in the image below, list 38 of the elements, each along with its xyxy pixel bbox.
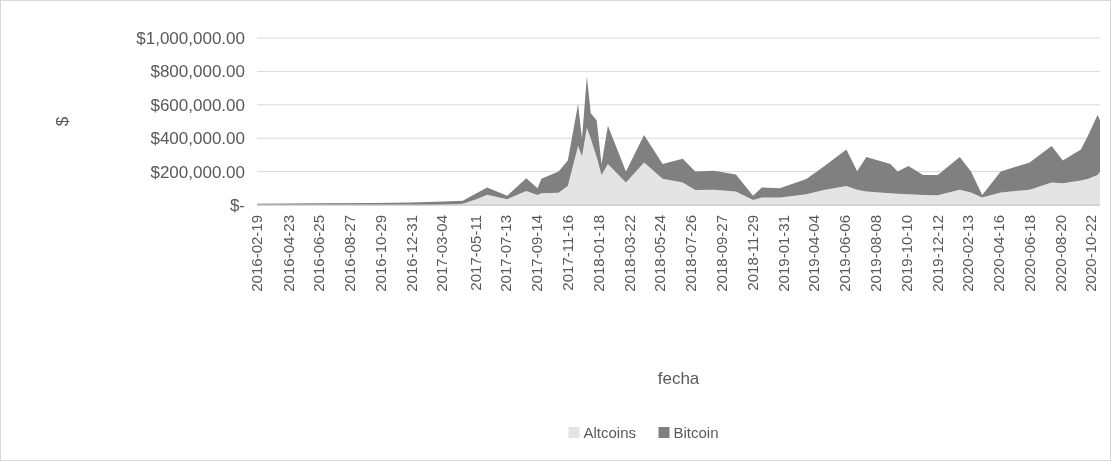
x-tick-label: 2018-11-29 (743, 215, 761, 291)
x-axis-title: fecha (657, 369, 700, 388)
x-tick-label: 2016-10-29 (371, 215, 389, 292)
x-tick-label: 2016-04-23 (279, 215, 297, 292)
x-tick-label: 2020-04-16 (990, 215, 1008, 292)
x-tick-label: 2018-01-18 (589, 215, 607, 292)
y-tick-label: $400,000.00 (150, 129, 245, 149)
x-tick-label: 2020-02-13 (959, 215, 977, 292)
x-tick-label: 2016-06-25 (310, 215, 328, 292)
x-tick-label: 2020-08-20 (1051, 215, 1069, 292)
legend-label: Bitcoin (673, 424, 719, 442)
y-tick-label: $1,000,000.00 (136, 28, 245, 48)
x-tick-label: 2018-05-24 (651, 215, 669, 292)
x-tick-label: 2020-06-18 (1020, 215, 1038, 292)
x-tick-label: 2020-10-22 (1082, 215, 1100, 292)
x-tick-label: 2019-12-12 (928, 215, 946, 292)
x-tick-label: 2016-08-27 (341, 215, 359, 292)
x-tick-label: 2017-05-11 (466, 215, 484, 291)
y-tick-label: $200,000.00 (150, 162, 245, 182)
x-tick-label: 2019-01-31 (774, 215, 792, 292)
legend-label: Altcoins (583, 424, 637, 442)
y-tick-label: $- (229, 195, 245, 215)
x-tick-label: 2019-08-08 (866, 215, 884, 292)
x-tick-label: 2018-03-22 (620, 215, 638, 292)
x-tick-label: 2018-09-27 (713, 215, 730, 292)
y-tick-label: $600,000.00 (150, 95, 245, 115)
x-tick-label: 2017-07-13 (497, 215, 515, 292)
x-tick-label: 2016-02-19 (248, 215, 266, 292)
x-tick-label: 2016-12-31 (402, 215, 420, 292)
x-tick-label: 2018-07-26 (682, 215, 700, 292)
x-tick-label: 2019-10-10 (897, 215, 915, 292)
x-tick-label: 2017-03-04 (433, 215, 451, 292)
x-tick-label: 2019-04-04 (805, 215, 823, 292)
x-tick-label: 2019-06-06 (836, 215, 854, 292)
y-tick-label: $800,000.00 (150, 62, 245, 82)
x-tick-label: 2017-09-14 (528, 215, 546, 292)
y-axis-title: $ (52, 116, 72, 127)
x-tick-label: 2017-11-16 (559, 215, 577, 291)
